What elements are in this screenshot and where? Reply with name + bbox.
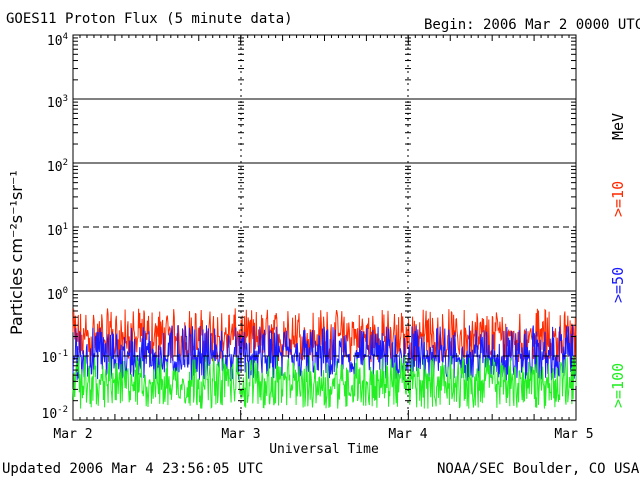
series-layer <box>72 308 577 410</box>
y-tick-label-1e4: 104 <box>47 32 68 49</box>
x-tick-label-mar4: Mar 4 <box>388 427 427 442</box>
energy-label-50mev: >=50 <box>609 267 627 303</box>
grid-lines <box>73 98 576 292</box>
energy-unit-label: MeV <box>609 113 627 140</box>
x-axis-label: Universal Time <box>269 442 379 457</box>
y-tick-label-1e-2: 10-2 <box>42 405 69 422</box>
x-tick-label-mar5: Mar 5 <box>554 427 593 442</box>
chart-title: GOES11 Proton Flux (5 minute data) <box>6 11 293 27</box>
x-tick-labels: Mar 2 Mar 3 Mar 4 Mar 5 <box>53 427 593 442</box>
y-tick-label-1e0: 100 <box>47 286 68 303</box>
y-tick-label-1e1: 101 <box>47 222 68 239</box>
y-tick-label-1e-1: 10-1 <box>42 349 69 366</box>
series-line-100mev <box>72 355 577 410</box>
begin-time: Begin: 2006 Mar 2 0000 UTC <box>424 17 640 33</box>
updated-timestamp: Updated 2006 Mar 4 23:56:05 UTC <box>2 461 263 477</box>
x-tick-label-mar2: Mar 2 <box>53 427 92 442</box>
energy-label-100mev: >=100 <box>609 363 627 408</box>
y-tick-labels: 104 103 102 101 100 10-1 10-2 <box>42 32 69 422</box>
day-separators <box>240 35 409 420</box>
y-tick-label-1e2: 102 <box>47 158 68 175</box>
minor-ticks <box>72 35 577 420</box>
energy-label-10mev: >=10 <box>609 181 627 217</box>
credit-label: NOAA/SEC Boulder, CO USA <box>437 461 640 477</box>
y-tick-label-1e3: 103 <box>47 94 68 111</box>
x-tick-label-mar3: Mar 3 <box>221 427 260 442</box>
y-axis-label: Particles cm⁻²s⁻¹sr⁻¹ <box>7 170 26 335</box>
